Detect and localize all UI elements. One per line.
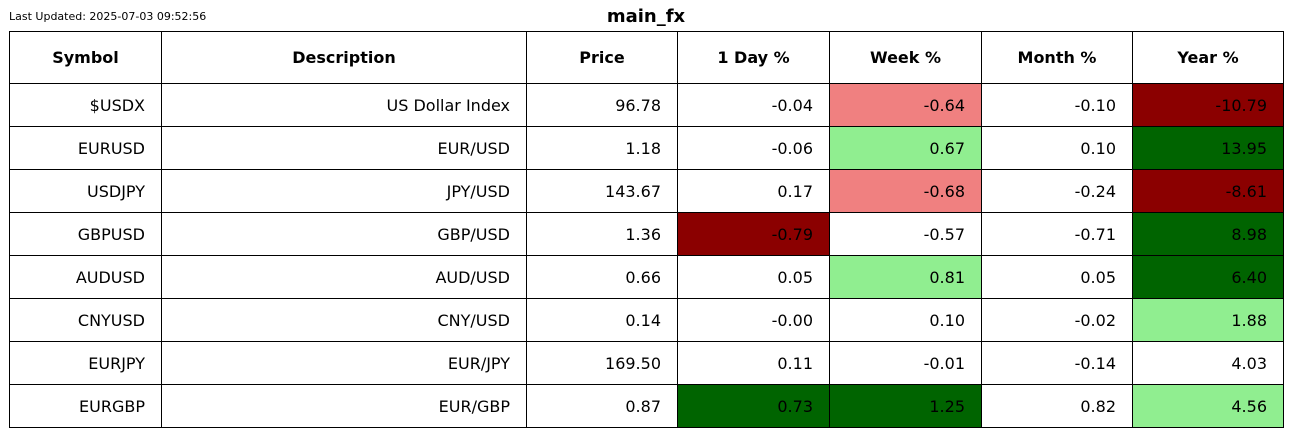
cell-week-pct: -0.68 <box>829 169 982 213</box>
cell-year-pct: -8.61 <box>1132 169 1284 213</box>
chart-title: main_fx <box>606 6 686 27</box>
cell-price: 169.50 <box>526 341 678 385</box>
cell-symbol: $USDX <box>9 83 162 127</box>
cell-price: 0.14 <box>526 298 678 342</box>
cell-year-pct: -10.79 <box>1132 83 1284 127</box>
cell-symbol: EURGBP <box>9 384 162 428</box>
cell-month-pct: -0.02 <box>981 298 1133 342</box>
table-row: CNYUSD CNY/USD 0.14 -0.00 0.10 -0.02 1.88 <box>9 298 1284 342</box>
cell-symbol: EURUSD <box>9 126 162 170</box>
cell-year-pct: 4.03 <box>1132 341 1284 385</box>
cell-year-pct: 13.95 <box>1132 126 1284 170</box>
last-updated-timestamp: Last Updated: 2025-07-03 09:52:56 <box>9 10 207 23</box>
table-row: GBPUSD GBP/USD 1.36 -0.79 -0.57 -0.71 8.98 <box>9 212 1284 256</box>
cell-month-pct: -0.71 <box>981 212 1133 256</box>
cell-price: 1.36 <box>526 212 678 256</box>
cell-year-pct: 6.40 <box>1132 255 1284 299</box>
table-row: EURGBP EUR/GBP 0.87 0.73 1.25 0.82 4.56 <box>9 384 1284 428</box>
cell-1-day-pct: 0.05 <box>677 255 830 299</box>
cell-year-pct: 4.56 <box>1132 384 1284 428</box>
cell-month-pct: -0.14 <box>981 341 1133 385</box>
cell-month-pct: 0.82 <box>981 384 1133 428</box>
cell-week-pct: -0.57 <box>829 212 982 256</box>
fx-table: Symbol Description Price 1 Day % Week % Month… <box>9 31 1284 428</box>
column-header-week-pct: Week % <box>829 31 982 84</box>
column-header-month-pct: Month % <box>981 31 1133 84</box>
cell-description: AUD/USD <box>161 255 527 299</box>
cell-price: 96.78 <box>526 83 678 127</box>
table-row: $USDX US Dollar Index 96.78 -0.04 -0.64 -0.10… <box>9 83 1284 127</box>
cell-description: JPY/USD <box>161 169 527 213</box>
cell-year-pct: 1.88 <box>1132 298 1284 342</box>
cell-price: 143.67 <box>526 169 678 213</box>
column-header-symbol: Symbol <box>9 31 162 84</box>
cell-month-pct: 0.05 <box>981 255 1133 299</box>
cell-description: EUR/USD <box>161 126 527 170</box>
column-header-1-day-pct: 1 Day % <box>677 31 830 84</box>
cell-price: 0.87 <box>526 384 678 428</box>
column-header-description: Description <box>161 31 527 84</box>
cell-price: 1.18 <box>526 126 678 170</box>
cell-symbol: USDJPY <box>9 169 162 213</box>
cell-1-day-pct: 0.11 <box>677 341 830 385</box>
cell-week-pct: 0.81 <box>829 255 982 299</box>
cell-description: US Dollar Index <box>161 83 527 127</box>
table-body: $USDX US Dollar Index 96.78 -0.04 -0.64 -0.10… <box>9 83 1284 428</box>
cell-1-day-pct: -0.00 <box>677 298 830 342</box>
table-header-row: Symbol Description Price 1 Day % Week % Month… <box>9 31 1284 84</box>
cell-description: CNY/USD <box>161 298 527 342</box>
table-row: EURJPY EUR/JPY 169.50 0.11 -0.01 -0.14 4.03 <box>9 341 1284 385</box>
table-row: USDJPY JPY/USD 143.67 0.17 -0.68 -0.24 -8.61 <box>9 169 1284 213</box>
cell-1-day-pct: 0.73 <box>677 384 830 428</box>
table-row: AUDUSD AUD/USD 0.66 0.05 0.81 0.05 6.40 <box>9 255 1284 299</box>
cell-symbol: AUDUSD <box>9 255 162 299</box>
column-header-year-pct: Year % <box>1132 31 1284 84</box>
cell-week-pct: 0.67 <box>829 126 982 170</box>
cell-symbol: GBPUSD <box>9 212 162 256</box>
cell-month-pct: 0.10 <box>981 126 1133 170</box>
cell-1-day-pct: -0.06 <box>677 126 830 170</box>
cell-description: EUR/JPY <box>161 341 527 385</box>
cell-description: GBP/USD <box>161 212 527 256</box>
table-row: EURUSD EUR/USD 1.18 -0.06 0.67 0.10 13.95 <box>9 126 1284 170</box>
cell-week-pct: 0.10 <box>829 298 982 342</box>
cell-month-pct: -0.24 <box>981 169 1133 213</box>
cell-1-day-pct: -0.04 <box>677 83 830 127</box>
cell-week-pct: -0.01 <box>829 341 982 385</box>
cell-symbol: EURJPY <box>9 341 162 385</box>
cell-1-day-pct: -0.79 <box>677 212 830 256</box>
cell-price: 0.66 <box>526 255 678 299</box>
cell-1-day-pct: 0.17 <box>677 169 830 213</box>
cell-week-pct: 1.25 <box>829 384 982 428</box>
cell-month-pct: -0.10 <box>981 83 1133 127</box>
cell-symbol: CNYUSD <box>9 298 162 342</box>
cell-description: EUR/GBP <box>161 384 527 428</box>
cell-year-pct: 8.98 <box>1132 212 1284 256</box>
cell-week-pct: -0.64 <box>829 83 982 127</box>
column-header-price: Price <box>526 31 678 84</box>
